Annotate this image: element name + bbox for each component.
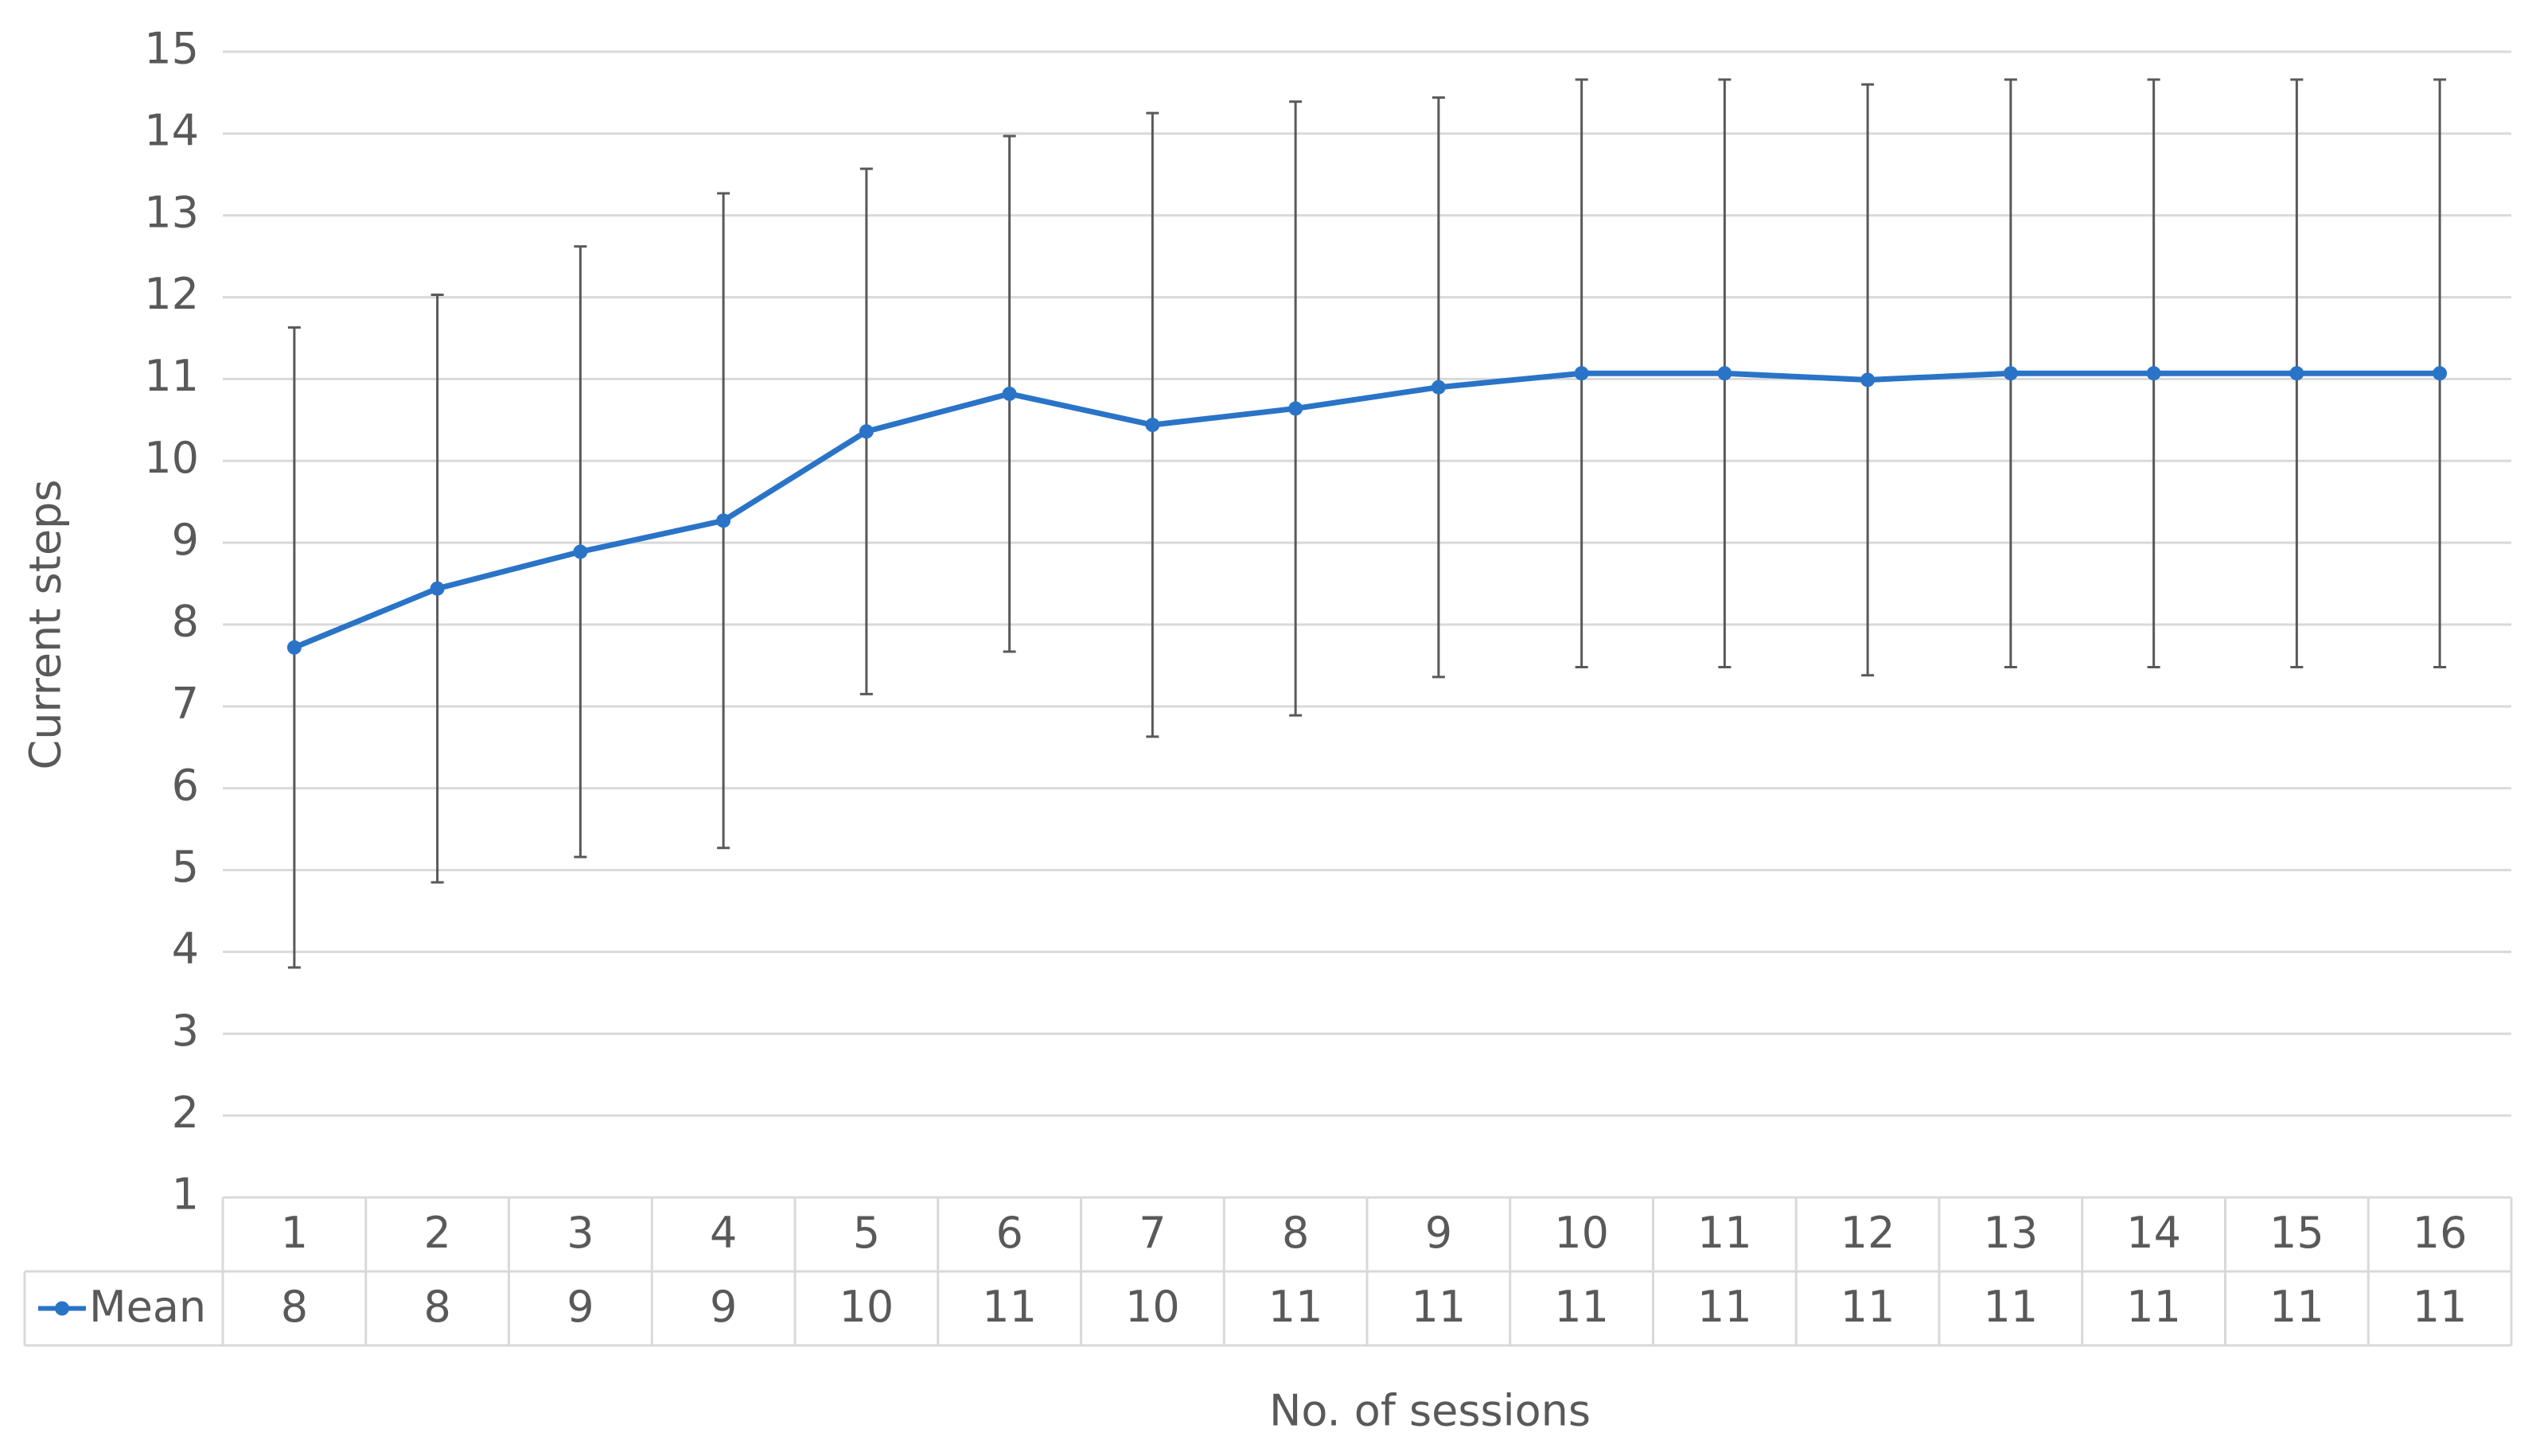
x-tick-label: 15 — [2269, 1208, 2324, 1258]
table-value: 8 — [423, 1282, 450, 1332]
y-tick-label: 7 — [172, 678, 199, 728]
table-value: 11 — [1984, 1282, 2039, 1332]
marker — [2003, 366, 2018, 381]
y-tick-label: 15 — [144, 24, 199, 74]
table-value: 8 — [281, 1282, 308, 1332]
table-value: 11 — [2269, 1282, 2324, 1332]
legend-marker — [55, 1301, 69, 1316]
table-value: 11 — [1554, 1282, 1609, 1332]
table-value: 11 — [1268, 1282, 1323, 1332]
x-tick-label: 4 — [710, 1208, 737, 1258]
y-tick-label: 13 — [144, 187, 199, 237]
y-tick-label: 1 — [172, 1170, 199, 1220]
marker — [430, 581, 445, 596]
x-tick-label: 10 — [1554, 1208, 1609, 1258]
x-tick-label: 3 — [567, 1208, 594, 1258]
y-tick-label: 6 — [172, 760, 199, 810]
y-tick-label: 9 — [172, 515, 199, 565]
table-value: 11 — [1697, 1282, 1752, 1332]
x-tick-label: 1 — [281, 1208, 308, 1258]
x-tick-label: 9 — [1425, 1208, 1452, 1258]
marker — [2289, 366, 2304, 381]
y-tick-label: 14 — [144, 105, 199, 155]
x-tick-label: 14 — [2126, 1208, 2181, 1258]
x-tick-label: 8 — [1282, 1208, 1309, 1258]
x-tick-label: 12 — [1841, 1208, 1895, 1258]
marker — [1860, 372, 1876, 387]
line — [293, 370, 2440, 651]
marker — [1717, 366, 1732, 381]
table-value: 9 — [710, 1282, 737, 1332]
marker — [573, 544, 588, 559]
table-value: 9 — [567, 1282, 594, 1332]
marker — [1145, 418, 1160, 433]
x-axis-label: No. of sessions — [1269, 1386, 1591, 1436]
marker — [1431, 380, 1446, 395]
y-tick-label: 2 — [172, 1088, 199, 1138]
x-tick-label: 2 — [423, 1208, 450, 1258]
table-value: 11 — [2413, 1282, 2468, 1332]
marker — [2433, 366, 2448, 381]
y-tick-label: 4 — [172, 924, 199, 974]
x-tick-label: 7 — [1139, 1208, 1166, 1258]
x-tick-label: 11 — [1697, 1208, 1752, 1258]
table-value: 11 — [2126, 1282, 2181, 1332]
marker — [716, 513, 731, 528]
marker — [859, 424, 874, 439]
y-tick-label: 10 — [144, 433, 199, 483]
y-tick-label: 8 — [172, 597, 199, 647]
marker — [286, 640, 302, 655]
table-value: 11 — [1841, 1282, 1895, 1332]
x-tick-label: 5 — [853, 1208, 880, 1258]
marker — [1288, 401, 1303, 416]
y-tick-label: 12 — [144, 269, 199, 319]
y-tick-label: 5 — [172, 842, 199, 892]
y-tick-label: 11 — [144, 351, 199, 401]
x-tick-label: 16 — [2413, 1208, 2468, 1258]
y-tick-label: 3 — [172, 1006, 199, 1056]
y-axis-label: Current steps — [21, 480, 71, 770]
x-tick-label: 13 — [1984, 1208, 2039, 1258]
legend-label: Mean — [89, 1282, 206, 1332]
table-value: 11 — [982, 1282, 1037, 1332]
marker — [1574, 366, 1589, 381]
table-value: 11 — [1412, 1282, 1467, 1332]
table-value: 10 — [1125, 1282, 1180, 1332]
marker — [1002, 386, 1017, 401]
marker — [2146, 366, 2161, 381]
table-value: 10 — [839, 1282, 894, 1332]
x-tick-label: 6 — [995, 1208, 1023, 1258]
